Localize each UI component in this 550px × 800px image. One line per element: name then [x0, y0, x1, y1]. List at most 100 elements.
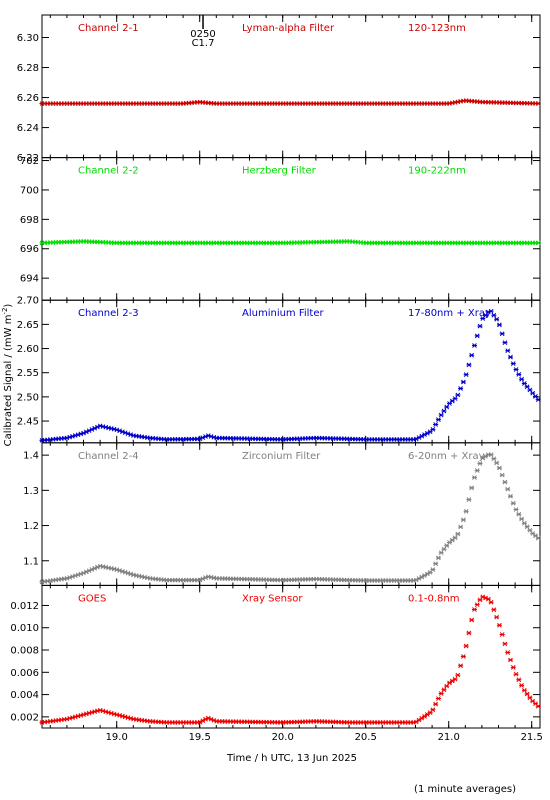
- data-point: [524, 524, 530, 530]
- data-point: [422, 713, 428, 719]
- data-point: [508, 354, 514, 360]
- panel-5: 0.002 0.004 0.006 0.008 0.010 0.012 GOES Xray S…: [10, 584, 543, 743]
- data-point: [485, 596, 491, 602]
- y-tick-label: 1.2: [23, 521, 39, 532]
- panel-channel-label: Channel 2-1: [78, 23, 139, 34]
- data-point: [513, 507, 519, 512]
- data-point: [449, 678, 455, 684]
- data-point: [535, 703, 541, 709]
- data-point: [460, 379, 466, 385]
- data-point: [524, 691, 530, 697]
- x-axis-title: Time / h UTC, 13 Jun 2025: [226, 753, 357, 764]
- data-point: [535, 397, 541, 402]
- y-tick-label: 2.60: [17, 344, 39, 355]
- y-tick-label: 1.1: [23, 556, 39, 567]
- panel-filter-label: Herzberg Filter: [242, 166, 317, 177]
- data-point: [477, 461, 483, 466]
- data-point: [519, 376, 525, 382]
- data-point: [505, 348, 511, 354]
- y-tick-label: 6.30: [17, 33, 39, 44]
- data-point: [463, 643, 469, 649]
- panel-4: 1.1 1.2 1.3 1.4 Channel 2-4 Zirconium Filter 6…: [23, 442, 541, 586]
- data-point: [444, 543, 450, 548]
- y-tick-label: 698: [20, 215, 39, 226]
- panel-frame: [41, 442, 541, 586]
- panel-band-label: 190-222nm: [408, 166, 466, 177]
- data-point: [491, 607, 497, 613]
- data-point: [521, 381, 527, 386]
- data-point: [527, 695, 533, 701]
- panel-frame: [41, 584, 541, 729]
- data-point: [471, 607, 477, 612]
- y-tick-label: 696: [20, 244, 39, 255]
- data-point: [535, 535, 541, 541]
- data-point: [527, 387, 533, 393]
- panel-band-label: 120-123nm: [408, 23, 466, 34]
- data-point: [430, 426, 436, 432]
- panel-channel-label: Channel 2-3: [78, 308, 139, 319]
- data-point: [463, 509, 469, 514]
- series-points: [39, 452, 541, 585]
- data-point: [516, 511, 522, 517]
- series-points: [39, 98, 541, 106]
- data-point: [499, 472, 505, 478]
- flare-marker-label-top: 0250: [190, 29, 215, 40]
- data-point: [535, 101, 541, 106]
- data-point: [452, 676, 458, 682]
- series-points: [39, 239, 541, 246]
- data-point: [505, 650, 511, 655]
- data-point: [444, 404, 450, 410]
- data-point: [438, 691, 444, 696]
- data-point: [433, 561, 439, 567]
- y-tick-label: 6.24: [17, 123, 39, 134]
- data-point: [499, 331, 505, 337]
- data-point: [516, 372, 522, 377]
- data-point: [494, 316, 500, 322]
- y-tick-label: 2.55: [17, 368, 39, 379]
- data-point: [530, 390, 536, 396]
- panel-1: 6.22 6.24 6.26 6.28 6.30 Channel 2-1 Lyman-alp…: [17, 14, 541, 164]
- data-point: [519, 516, 525, 522]
- data-point: [488, 599, 494, 605]
- panel-frame: [41, 157, 541, 301]
- data-point: [510, 500, 516, 506]
- data-point: [430, 567, 436, 573]
- data-point: [488, 308, 494, 314]
- panel-filter-label: Zirconium Filter: [242, 451, 321, 462]
- data-point: [502, 641, 508, 647]
- data-point: [458, 524, 464, 530]
- y-axis-title-main: Calibrated Signal / (mW m: [3, 315, 14, 447]
- data-point: [438, 550, 444, 556]
- data-point: [474, 602, 480, 608]
- y-axis-title-sup: -2: [1, 308, 9, 315]
- data-point: [488, 452, 494, 458]
- data-point: [438, 412, 444, 418]
- data-point: [502, 479, 508, 485]
- data-point: [435, 555, 441, 561]
- data-point: [535, 240, 541, 246]
- y-tick-label: 2.65: [17, 320, 39, 331]
- data-point: [466, 362, 472, 368]
- data-point: [460, 654, 466, 659]
- data-point: [433, 701, 439, 707]
- data-point: [469, 352, 475, 358]
- data-point: [471, 475, 477, 480]
- flare-marker-label-bottom: C1.7: [192, 38, 215, 49]
- panel-channel-label: GOES: [78, 593, 106, 604]
- y-tick-label: 694: [20, 274, 39, 285]
- y-axis-title-end: ): [3, 304, 14, 308]
- series-points: [39, 594, 541, 725]
- data-point: [494, 460, 500, 466]
- data-point: [419, 715, 425, 721]
- data-point: [458, 663, 464, 669]
- data-point: [435, 417, 441, 423]
- data-point: [435, 696, 441, 701]
- data-point: [444, 683, 450, 689]
- data-point: [510, 665, 516, 670]
- y-tick-label: 0.002: [10, 712, 39, 723]
- data-point: [491, 312, 497, 318]
- data-point: [499, 632, 505, 637]
- data-point: [463, 372, 469, 377]
- x-tick-label: 20.5: [355, 732, 377, 743]
- data-point: [441, 687, 447, 693]
